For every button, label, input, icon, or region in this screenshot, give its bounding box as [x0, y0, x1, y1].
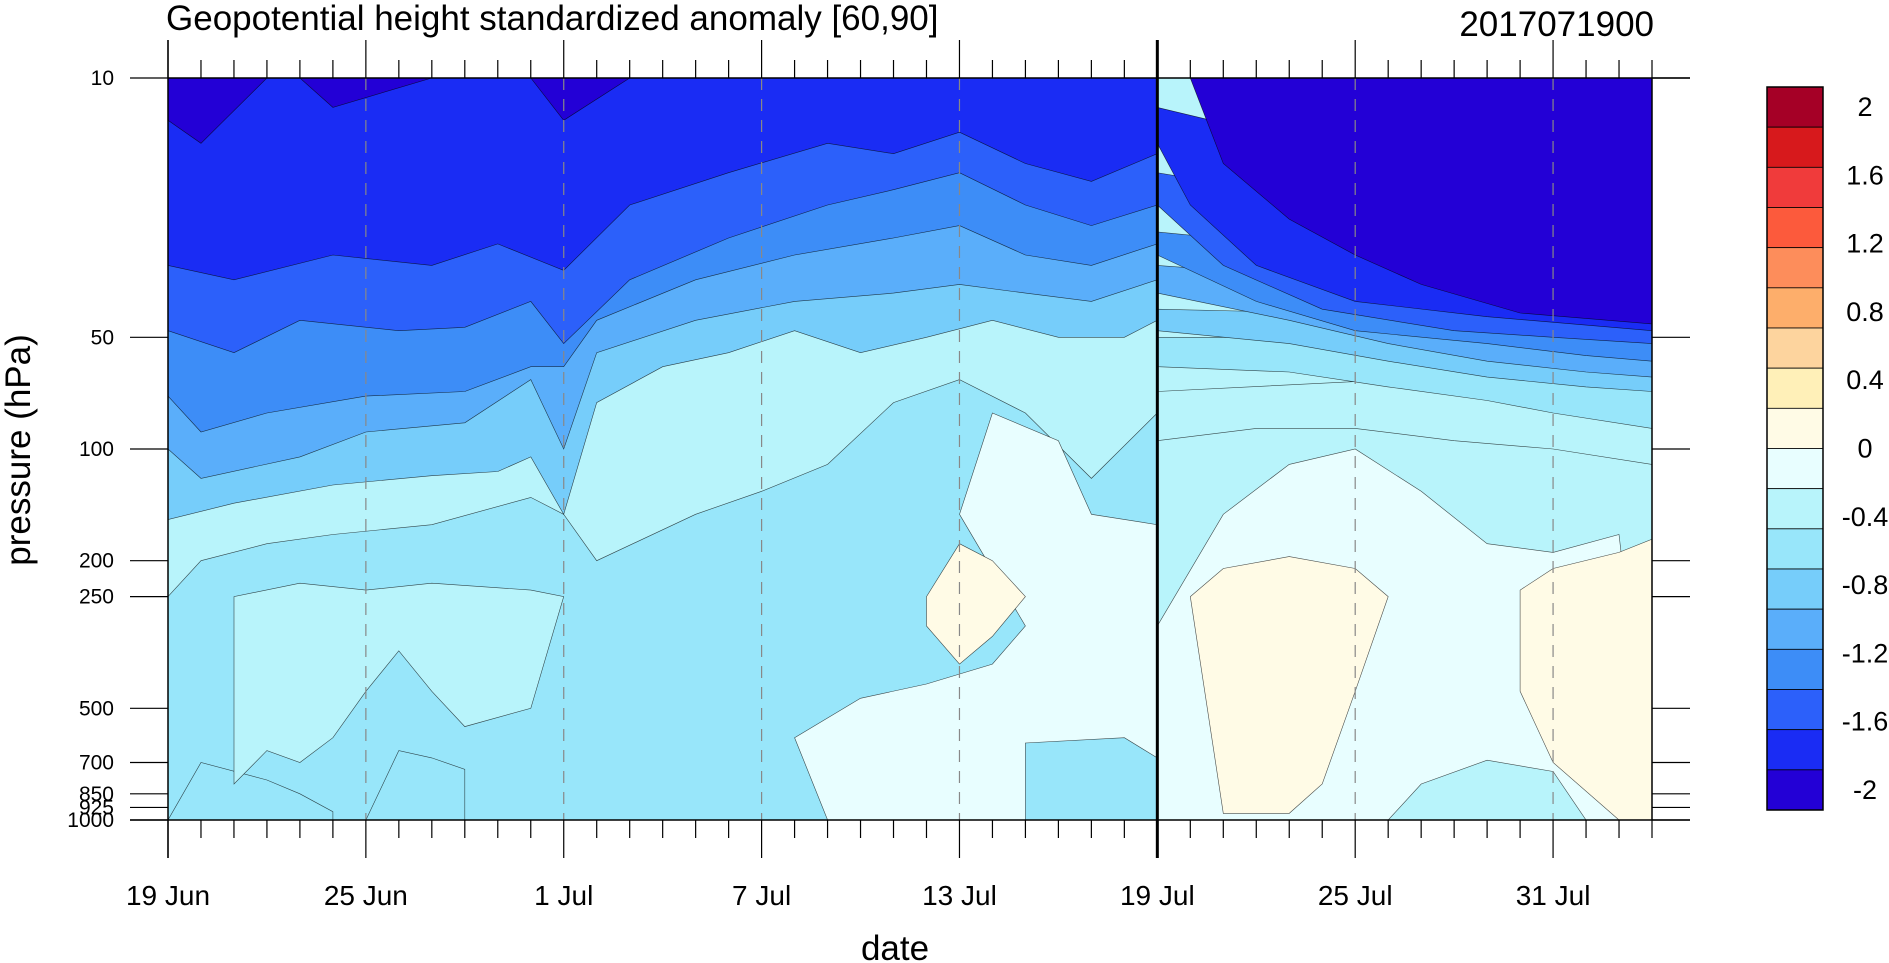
colorbar-swatch [1766, 769, 1824, 811]
x-tick-label: 31 Jul [1516, 880, 1591, 911]
colorbar: 2 1.6 1.2 0.8 0.4 0 -0.4 -0.8 -1.2 -1.6 -2 [1766, 86, 1889, 811]
y-tick-label: 50 [91, 326, 114, 349]
colorbar-swatch [1766, 287, 1824, 329]
y-tick-label: 700 [79, 752, 114, 775]
contour-fill-layer [168, 78, 1652, 820]
colorbar-label: 0.4 [1846, 365, 1884, 395]
colorbar-swatch [1766, 448, 1824, 490]
colorbar-label: 0 [1857, 434, 1872, 464]
x-tick-label: 19 Jun [126, 880, 210, 911]
x-tick-label: 1 Jul [534, 880, 593, 911]
x-tick-label: 13 Jul [922, 880, 997, 911]
colorbar-swatch [1766, 568, 1824, 610]
contour-band [168, 762, 334, 820]
colorbar-swatch [1766, 247, 1824, 289]
colorbar-label: 1.2 [1846, 229, 1884, 259]
contour-band [1189, 78, 1652, 325]
colorbar-label: -1.2 [1842, 638, 1889, 668]
colorbar-label: 1.6 [1846, 160, 1884, 190]
colorbar-swatch [1766, 327, 1824, 369]
tick-marks [130, 40, 1690, 858]
colorbar-swatch [1766, 407, 1824, 449]
y-tick-label: 100 [79, 438, 114, 461]
x-axis-label: date [861, 929, 929, 963]
colorbar-label: -0.4 [1842, 502, 1889, 532]
contour-band [1387, 759, 1587, 820]
y-tick-label: 925 [79, 796, 114, 819]
y-tick-label: 250 [79, 586, 114, 609]
colorbar-swatch [1766, 608, 1824, 650]
colorbar-swatch [1766, 367, 1824, 409]
colorbar-swatch [1766, 207, 1824, 249]
colorbar-swatch [1766, 648, 1824, 690]
colorbar-swatch [1766, 488, 1824, 530]
x-tick-labels: 19 Jun 25 Jun 1 Jul 7 Jul 13 Jul 19 Jul 25 Jul… [126, 880, 1590, 911]
contour-band [365, 750, 466, 820]
contour-band [233, 582, 565, 785]
colorbar-swatch [1766, 86, 1824, 128]
contour-band [168, 78, 1158, 281]
x-tick-label: 25 Jul [1318, 880, 1393, 911]
contour-band [168, 78, 631, 144]
y-tick-label: 10 [91, 67, 114, 90]
chart-title: Geopotential height standardized anomaly… [166, 0, 938, 38]
x-tick-label: 7 Jul [732, 880, 791, 911]
colorbar-swatch [1766, 729, 1824, 771]
colorbar-swatch [1766, 126, 1824, 168]
contour-band [926, 543, 1026, 665]
contour-band [1025, 737, 1158, 820]
chart-date-label: 2017071900 [1459, 5, 1654, 44]
colorbar-swatch [1766, 528, 1824, 570]
contour-band [1189, 556, 1389, 814]
colorbar-label: 0.8 [1846, 297, 1884, 327]
y-axis-label: pressure (hPa) [0, 334, 38, 565]
y-tick-label: 500 [79, 697, 114, 720]
x-tick-label: 19 Jul [1120, 880, 1195, 911]
y-tick-label: 200 [79, 550, 114, 573]
colorbar-frame [1766, 86, 1824, 811]
colorbar-label: -1.6 [1842, 707, 1889, 737]
colorbar-label: -2 [1853, 775, 1877, 805]
colorbar-swatch [1766, 166, 1824, 208]
colorbar-label: 2 [1857, 92, 1872, 122]
y-tick-label: 850 [79, 783, 114, 806]
x-tick-label: 25 Jun [324, 880, 408, 911]
colorbar-label: -0.8 [1842, 570, 1889, 600]
y-tick-label: 1000 [67, 809, 114, 832]
colorbar-swatch [1766, 689, 1824, 731]
